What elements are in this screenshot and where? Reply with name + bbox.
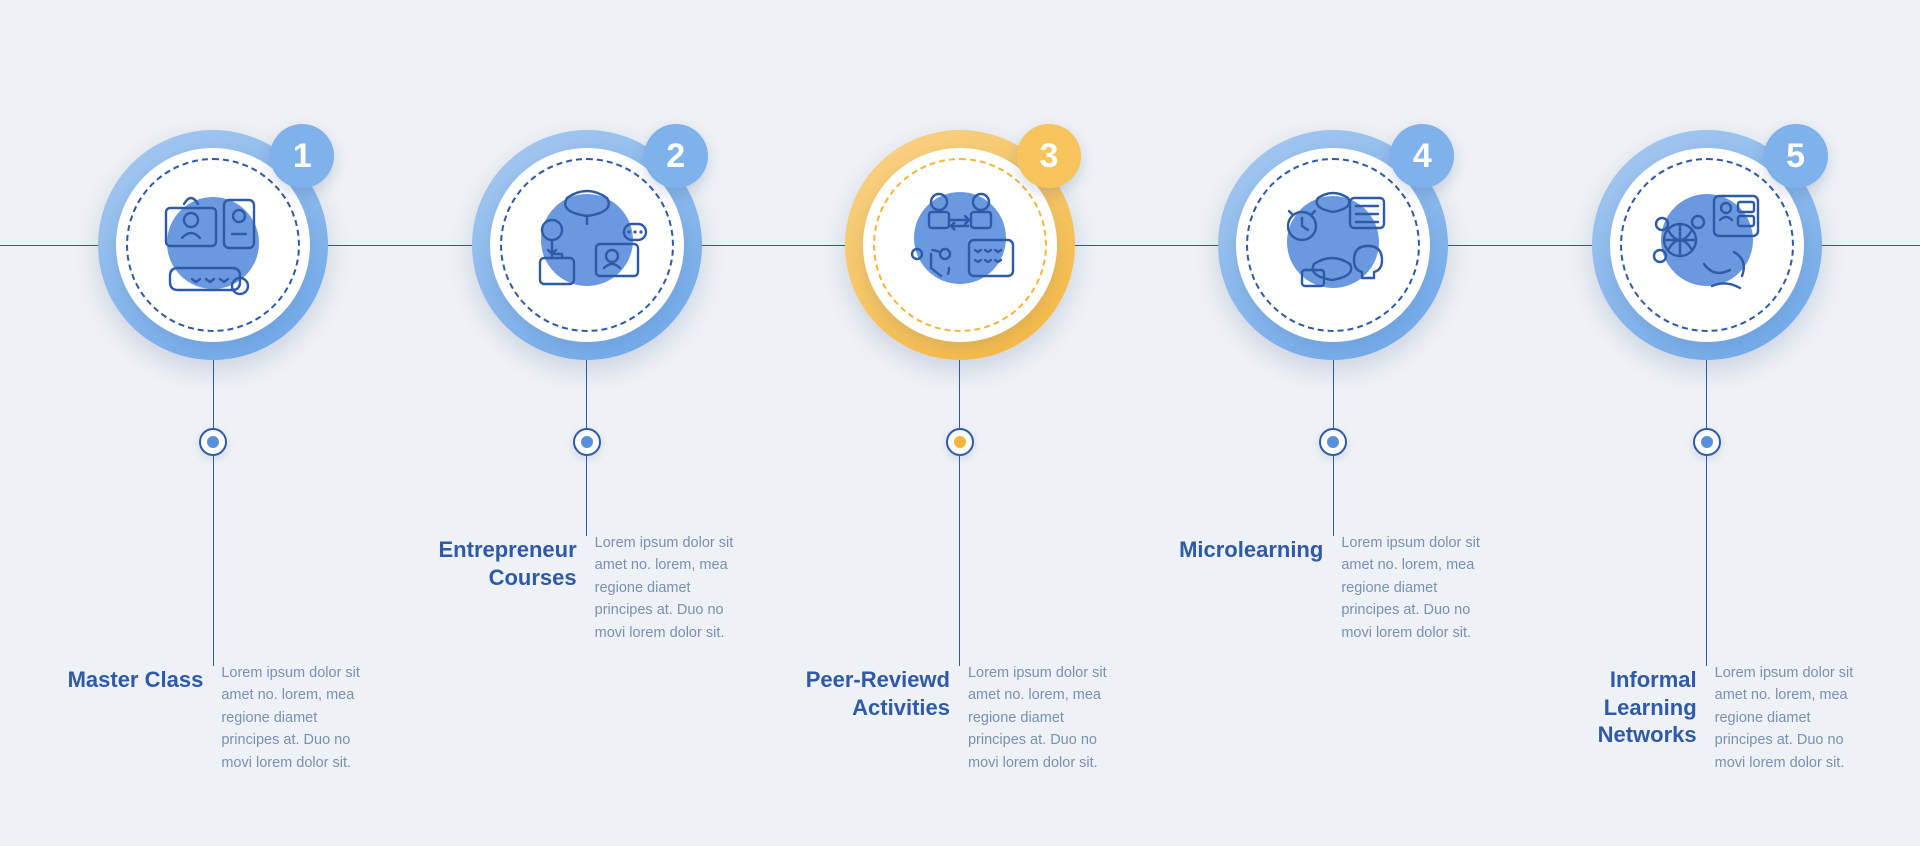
step-1-title: Master Class [53,662,203,694]
step-2-connector-top [586,360,587,430]
step-4-number-badge: 4 [1390,124,1454,188]
step-3-title: Peer-Reviewd Activities [800,662,950,721]
step-3-text: Peer-Reviewd Activities Lorem ipsum dolo… [800,662,1120,774]
step-3-connector-top [959,360,960,430]
step-1-number: 1 [293,137,312,176]
step-1-medallion: 1 [98,130,328,360]
step-4-text: Microlearning Lorem ipsum dolor sit amet… [1173,532,1493,644]
step-2-text: Entrepreneur Courses Lorem ipsum dolor s… [427,532,747,644]
step-2-medallion: 2 [472,130,702,360]
step-1-description: Lorem ipsum dolor sit amet no. lorem, me… [221,662,373,774]
step-3-dot [946,428,974,456]
step-5: 5 Informal Learning Networks Lorem ipsum… [1547,130,1867,774]
step-3-description: Lorem ipsum dolor sit amet no. lorem, me… [968,662,1120,774]
step-4-connector-top [1333,360,1334,430]
step-3-number-badge: 3 [1017,124,1081,188]
step-5-connector-top [1706,360,1707,430]
step-3-connector-bottom [959,456,960,666]
step-5-dot [1693,428,1721,456]
step-5-connector-bottom [1706,456,1707,666]
step-5-number: 5 [1786,137,1805,176]
step-1: 1 Master Class Lorem ipsum dolor sit ame… [53,130,373,774]
step-2-connector-bottom [586,456,587,536]
step-5-description: Lorem ipsum dolor sit amet no. lorem, me… [1715,662,1867,774]
step-4-dot [1319,428,1347,456]
step-5-text: Informal Learning Networks Lorem ipsum d… [1547,662,1867,774]
step-1-connector-bottom [213,456,214,666]
step-1-text: Master Class Lorem ipsum dolor sit amet … [53,662,373,774]
step-4-connector-bottom [1333,456,1334,536]
step-3-number: 3 [1040,137,1059,176]
step-2-number: 2 [666,137,685,176]
step-2-description: Lorem ipsum dolor sit amet no. lorem, me… [595,532,747,644]
step-4-medallion: 4 [1218,130,1448,360]
step-2-number-badge: 2 [644,124,708,188]
step-3-medallion: 3 [845,130,1075,360]
step-4-description: Lorem ipsum dolor sit amet no. lorem, me… [1341,532,1493,644]
step-1-connector-top [213,360,214,430]
step-4: 4 Microlearning Lorem ipsum dolor sit am… [1173,130,1493,644]
step-1-number-badge: 1 [270,124,334,188]
step-5-medallion: 5 [1592,130,1822,360]
step-4-number: 4 [1413,137,1432,176]
step-5-title: Informal Learning Networks [1547,662,1697,749]
step-4-title: Microlearning [1173,532,1323,564]
step-2: 2 Entrepreneur Courses Lorem ipsum dolor… [427,130,747,644]
step-2-dot [573,428,601,456]
steps-row: 1 Master Class Lorem ipsum dolor sit ame… [0,130,1920,774]
step-5-number-badge: 5 [1764,124,1828,188]
step-1-dot [199,428,227,456]
step-3: 3 Peer-Reviewd Activities Lorem ipsum do… [800,130,1120,774]
step-2-title: Entrepreneur Courses [427,532,577,591]
